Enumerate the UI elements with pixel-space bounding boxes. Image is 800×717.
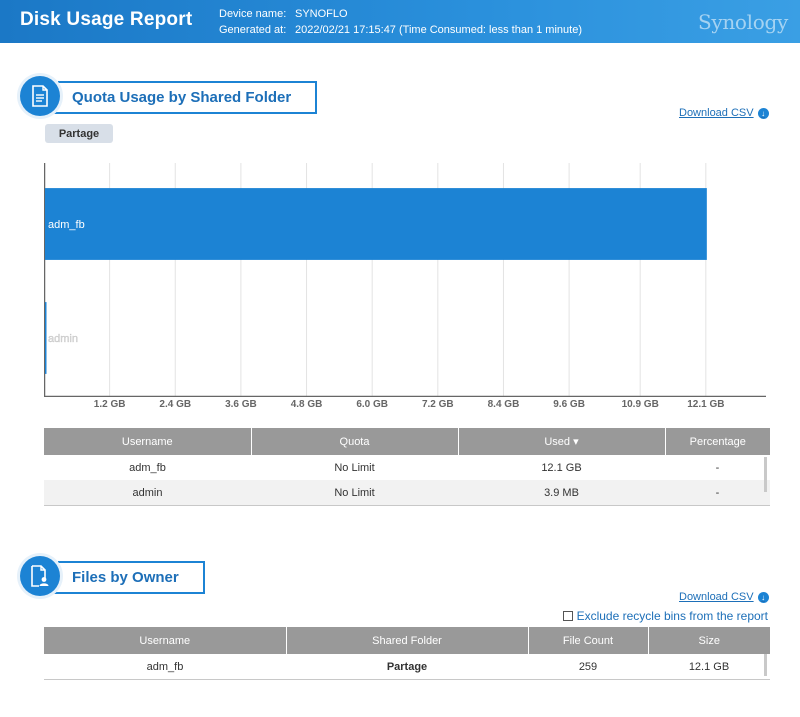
- quota-column-header[interactable]: Quota: [251, 428, 459, 455]
- quota-table-row[interactable]: admin No Limit 3.9 MB -: [44, 480, 770, 505]
- quota-table-cell: No Limit: [334, 461, 375, 474]
- owner-table-scrollbar[interactable]: [764, 654, 767, 676]
- owner-table-cell: adm_fb: [146, 660, 184, 673]
- quota-table-cell: 12.1 GB: [541, 461, 582, 474]
- chart-bar-label: admin: [48, 333, 78, 345]
- download-icon: ↓: [757, 107, 769, 119]
- quota-section-title-box: Quota Usage by Shared Folder: [35, 80, 318, 114]
- owner-column-header[interactable]: File Count: [528, 627, 649, 654]
- quota-section-heading: Quota Usage by Shared Folder: [20, 76, 318, 116]
- quota-column-header[interactable]: Percentage: [665, 428, 770, 455]
- report-header: Disk Usage Report Device name: SYNOFLO Ge…: [0, 0, 800, 43]
- chart-x-axis-ticks: 1.2 GB 2.4 GB 3.6 GB 4.8 GB 6.0 GB 7.2 GB 8.4 …: [44, 399, 766, 413]
- quota-table-cell: No Limit: [251, 480, 458, 505]
- chart-tick-label: 1.2 GB: [93, 399, 126, 410]
- exclude-recycle-bins-label: Exclude recycle bins from the report: [576, 609, 768, 623]
- exclude-recycle-bins-option[interactable]: Exclude recycle bins from the report: [562, 609, 768, 623]
- generated-at-value: 2022/02/21 17:15:47 (Time Consumed: less…: [295, 24, 582, 36]
- owner-table-cell: Partage: [386, 660, 428, 673]
- owner-table-cell: 12.1 GB: [688, 660, 730, 673]
- synology-logo: Synology: [697, 10, 788, 34]
- quota-table-cell: -: [715, 461, 720, 474]
- generated-at-label: Generated at:: [219, 24, 287, 36]
- chart-tick-label: 2.4 GB: [159, 399, 192, 410]
- owner-section-title-box: Files by Owner: [36, 560, 205, 594]
- quota-table-cell: 3.9 MB: [458, 480, 665, 505]
- device-name-value: SYNOFLO: [295, 8, 348, 20]
- report-title: Disk Usage Report: [20, 9, 193, 30]
- quota-table-bottom-border: [44, 505, 770, 506]
- chart-tick-label: 9.6 GB: [553, 399, 585, 410]
- download-icon: ↓: [757, 591, 769, 603]
- chart-tick-label: 6.0 GB: [356, 399, 389, 410]
- owner-table: Username Shared Folder File Count Size adm_…: [44, 627, 770, 679]
- owner-section-heading: Files by Owner: [20, 556, 205, 596]
- quota-download-csv-label: Download CSV: [679, 107, 754, 119]
- chart-tick-label: 12.1 GB: [687, 399, 725, 410]
- quota-table-scrollbar[interactable]: [764, 457, 767, 492]
- chart-bar-admin: [45, 302, 47, 374]
- quota-table-cell: -: [665, 480, 770, 505]
- chart-bar-label: adm_fb: [48, 219, 85, 231]
- chart-tick-label: 3.6 GB: [225, 399, 257, 410]
- owner-table-row[interactable]: adm_fb Partage 259 12.1 GB: [44, 654, 770, 679]
- owner-section-title: Files by Owner: [72, 568, 179, 586]
- chart-tick-label: 10.9 GB: [621, 399, 659, 410]
- file-owner-icon: [20, 556, 60, 596]
- quota-table-cell: adm_fb: [129, 461, 166, 474]
- chart-tick-label: 8.4 GB: [487, 399, 520, 410]
- chart-bar-adm-fb: [45, 188, 707, 260]
- chart-tick-label: 4.8 GB: [290, 399, 323, 410]
- owner-table-bottom-border: [44, 679, 770, 680]
- device-name-label: Device name:: [219, 8, 287, 20]
- document-icon: [20, 76, 60, 116]
- quota-table-header: Username Quota Used ▾ Percentage: [44, 428, 770, 455]
- quota-section-title: Quota Usage by Shared Folder: [72, 88, 292, 106]
- quota-column-header[interactable]: Username: [44, 428, 252, 455]
- quota-table: Username Quota Used ▾ Percentage adm_fb No L…: [44, 428, 770, 505]
- owner-column-header[interactable]: Size: [648, 627, 770, 654]
- owner-column-header[interactable]: Username: [44, 627, 287, 654]
- owner-download-csv-label: Download CSV: [679, 591, 754, 603]
- quota-table-cell: admin: [44, 480, 251, 505]
- quota-table-row[interactable]: adm_fb No Limit 12.1 GB -: [44, 455, 770, 480]
- quota-column-header[interactable]: Used ▾: [458, 428, 666, 455]
- shared-folder-tag[interactable]: Partage: [45, 124, 113, 143]
- chart-tick-label: 7.2 GB: [421, 399, 454, 410]
- owner-column-header[interactable]: Shared Folder: [286, 627, 529, 654]
- exclude-recycle-bins-checkbox[interactable]: [562, 611, 573, 621]
- report-meta: Device name: SYNOFLO Generated at: 2022/02…: [219, 6, 582, 38]
- quota-download-csv-link[interactable]: Download CSV ↓: [679, 107, 769, 119]
- owner-table-cell: 259: [578, 660, 598, 673]
- owner-table-header: Username Shared Folder File Count Size: [44, 627, 770, 654]
- owner-download-csv-link[interactable]: Download CSV ↓: [679, 591, 769, 603]
